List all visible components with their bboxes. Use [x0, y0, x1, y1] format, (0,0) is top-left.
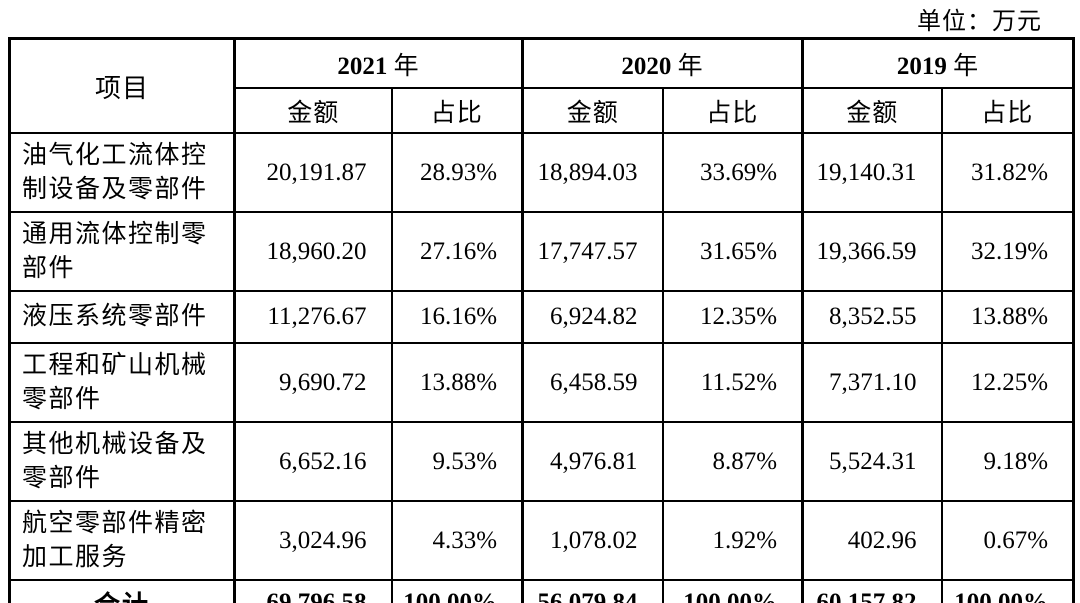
- ratio-2019-cell: 32.19%: [940, 211, 1075, 292]
- table-row: 其他机械设备及零部件 6,652.16 9.53% 4,976.81 8.87%…: [8, 421, 1075, 502]
- ratio-2021-cell: 4.33%: [390, 500, 524, 581]
- row-item-label: 其他机械设备及零部件: [8, 421, 236, 502]
- header-amount-2019: 金额: [801, 87, 943, 134]
- amount-2021-cell: 3,024.96: [233, 500, 393, 581]
- ratio-2021-cell: 13.88%: [390, 342, 524, 423]
- ratio-2019-cell: 12.25%: [940, 342, 1075, 423]
- total-row: 合计 69,796.58 100.00% 56,079.84 100.00% 6…: [8, 579, 1075, 603]
- amount-2020-cell: 4,976.81: [521, 421, 664, 502]
- header-sub-row: 金额 占比 金额 占比 金额 占比: [10, 87, 1075, 134]
- row-item-label: 工程和矿山机械零部件: [8, 342, 236, 423]
- total-label: 合计: [8, 579, 236, 603]
- year-suffix: 年: [953, 52, 980, 80]
- row-item-label: 航空零部件精密加工服务: [8, 500, 236, 581]
- amount-2021-cell: 6,652.16: [233, 421, 393, 502]
- ratio-2019-cell: 13.88%: [940, 290, 1075, 344]
- header-year-2021: 2021 年: [232, 37, 524, 89]
- total-amount-2021: 69,796.58: [233, 579, 393, 603]
- ratio-2019-cell: 0.67%: [940, 500, 1075, 581]
- amount-2020-cell: 6,924.82: [521, 290, 664, 344]
- ratio-2019-cell: 9.18%: [940, 421, 1075, 502]
- year-number: 2019: [896, 52, 947, 80]
- ratio-2019-cell: 31.82%: [940, 132, 1075, 213]
- table-row: 通用流体控制零部件 18,960.20 27.16% 17,747.57 31.…: [8, 211, 1075, 292]
- amount-2019-cell: 8,352.55: [801, 290, 943, 344]
- amount-2019-cell: 7,371.10: [801, 342, 943, 423]
- header-ratio-2021: 占比: [390, 87, 524, 134]
- header-item: 项目: [8, 37, 236, 134]
- year-suffix: 年: [393, 52, 420, 80]
- ratio-2020-cell: 8.87%: [661, 421, 804, 502]
- ratio-2020-cell: 1.92%: [661, 500, 804, 581]
- ratio-2020-cell: 33.69%: [661, 132, 804, 213]
- ratio-2020-cell: 11.52%: [661, 342, 804, 423]
- amount-2020-cell: 18,894.03: [521, 132, 664, 213]
- year-number: 2020: [621, 52, 672, 80]
- amount-2020-cell: 1,078.02: [521, 500, 664, 581]
- revenue-breakdown-table: 项目 2021 年 2020 年 2019 年 金额 占比 金额 占比 金额 占…: [8, 37, 1076, 603]
- ratio-2020-cell: 31.65%: [661, 211, 804, 292]
- ratio-2021-cell: 28.93%: [390, 132, 524, 213]
- table-row: 航空零部件精密加工服务 3,024.96 4.33% 1,078.02 1.92…: [8, 500, 1075, 581]
- row-item-label: 液压系统零部件: [8, 290, 236, 344]
- amount-2021-cell: 20,191.87: [233, 132, 393, 213]
- header-ratio-2019: 占比: [940, 87, 1075, 134]
- header-ratio-2020: 占比: [661, 87, 804, 134]
- total-ratio-2020: 100.00%: [661, 579, 804, 603]
- total-amount-2020: 56,079.84: [521, 579, 664, 603]
- amount-2021-cell: 18,960.20: [233, 211, 393, 292]
- table-row: 工程和矿山机械零部件 9,690.72 13.88% 6,458.59 11.5…: [8, 342, 1075, 423]
- amount-2019-cell: 402.96: [801, 500, 943, 581]
- amount-2021-cell: 11,276.67: [233, 290, 393, 344]
- year-suffix: 年: [677, 52, 704, 80]
- table-row: 液压系统零部件 11,276.67 16.16% 6,924.82 12.35%…: [8, 290, 1075, 344]
- header-year-2019: 2019 年: [801, 37, 1075, 89]
- header-year-2020: 2020 年: [521, 37, 804, 89]
- total-ratio-2019: 100.00%: [940, 579, 1075, 603]
- row-item-label: 油气化工流体控制设备及零部件: [8, 132, 236, 213]
- total-amount-2019: 60,157.82: [801, 579, 943, 603]
- year-number: 2021: [337, 52, 388, 80]
- header-amount-2021: 金额: [233, 87, 393, 134]
- header-amount-2020: 金额: [521, 87, 664, 134]
- unit-label: 单位：万元: [917, 9, 1042, 35]
- ratio-2021-cell: 9.53%: [390, 421, 524, 502]
- amount-2020-cell: 6,458.59: [521, 342, 664, 423]
- amount-2019-cell: 19,366.59: [801, 211, 943, 292]
- ratio-2021-cell: 16.16%: [390, 290, 524, 344]
- header-year-row: 项目 2021 年 2020 年 2019 年: [8, 37, 1075, 134]
- amount-2020-cell: 17,747.57: [521, 211, 664, 292]
- ratio-2021-cell: 27.16%: [390, 211, 524, 292]
- amount-2019-cell: 5,524.31: [801, 421, 943, 502]
- table-row: 油气化工流体控制设备及零部件 20,191.87 28.93% 18,894.0…: [8, 132, 1075, 213]
- total-ratio-2021: 100.00%: [390, 579, 524, 603]
- amount-2019-cell: 19,140.31: [801, 132, 943, 213]
- amount-2021-cell: 9,690.72: [233, 342, 393, 423]
- ratio-2020-cell: 12.35%: [661, 290, 804, 344]
- row-item-label: 通用流体控制零部件: [8, 211, 236, 292]
